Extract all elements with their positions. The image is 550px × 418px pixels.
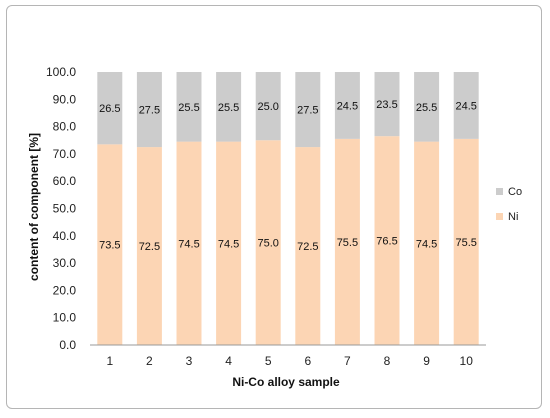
- x-tick-label: 5: [265, 354, 272, 368]
- data-label-co-10: 24.5: [455, 100, 476, 112]
- data-label-ni-6: 72.5: [297, 241, 318, 253]
- bar-ni-8: [374, 136, 400, 345]
- legend-label-co: Co: [508, 186, 522, 198]
- bar-ni-9: [414, 141, 440, 345]
- bar-ni-10: [453, 138, 479, 345]
- y-tick-label: 80.0: [53, 120, 77, 134]
- y-tick-label: 0.0: [59, 338, 76, 352]
- data-label-co-2: 27.5: [139, 105, 160, 117]
- x-tick-label: 10: [460, 354, 474, 368]
- bar-co-3: [176, 72, 202, 142]
- bar-ni-2: [136, 147, 162, 345]
- x-tick-label: 7: [344, 354, 351, 368]
- y-tick-label: 10.0: [53, 311, 77, 325]
- data-label-co-6: 27.5: [297, 105, 318, 117]
- bar-ni-7: [334, 138, 360, 345]
- data-label-ni-4: 74.5: [218, 238, 239, 250]
- y-tick-label: 50.0: [53, 202, 77, 216]
- x-tick-label: 9: [423, 354, 430, 368]
- data-label-ni-8: 76.5: [376, 236, 397, 248]
- bar-co-9: [414, 72, 440, 142]
- bar-ni-3: [176, 141, 202, 345]
- data-label-co-4: 25.5: [218, 102, 239, 114]
- data-label-ni-1: 73.5: [99, 240, 120, 252]
- bar-co-10: [453, 72, 479, 139]
- x-tick-label: 3: [186, 354, 193, 368]
- y-tick-label: 40.0: [53, 229, 77, 243]
- x-tick-label: 8: [384, 354, 391, 368]
- legend-swatch-co: [496, 188, 503, 195]
- y-axis-title: content of component [%]: [27, 133, 41, 281]
- bar-co-8: [374, 72, 400, 137]
- bars-layer: 73.5 26.5 72.5 27.5 74.5 25.5 74.5 25.5 75.0 25.0…: [97, 72, 479, 345]
- bar-ni-6: [295, 147, 321, 345]
- y-tick-label: 100.0: [46, 65, 76, 79]
- data-label-ni-3: 74.5: [178, 238, 199, 250]
- data-label-ni-10: 75.5: [455, 237, 476, 249]
- bar-co-2: [136, 72, 162, 148]
- data-label-ni-9: 74.5: [416, 238, 437, 250]
- y-tick-label: 60.0: [53, 174, 77, 188]
- data-label-co-7: 24.5: [337, 100, 358, 112]
- y-axis: 0.0 10.0 20.0 30.0 40.0 50.0 60.0 70.0 80.0 90.0 1…: [46, 65, 76, 352]
- bar-co-1: [97, 72, 123, 145]
- bar-co-5: [255, 72, 281, 141]
- x-tick-label: 1: [106, 354, 113, 368]
- x-axis: 1 2 3 4 5 6 7 8 9 10: [90, 344, 486, 368]
- x-tick-label: 4: [225, 354, 232, 368]
- data-label-co-9: 25.5: [416, 102, 437, 114]
- bar-ni-5: [255, 140, 281, 345]
- data-label-ni-5: 75.0: [257, 238, 278, 250]
- data-label-co-3: 25.5: [178, 102, 199, 114]
- bar-co-6: [295, 72, 321, 148]
- legend: Co Ni: [496, 186, 522, 223]
- data-label-co-8: 23.5: [376, 99, 397, 111]
- bar-co-7: [334, 72, 360, 139]
- data-label-co-5: 25.0: [257, 101, 278, 113]
- data-label-ni-2: 72.5: [139, 241, 160, 253]
- x-axis-title: Ni-Co alloy sample: [232, 375, 340, 389]
- bar-ni-1: [97, 144, 123, 345]
- y-tick-label: 30.0: [53, 256, 77, 270]
- bar-ni-4: [216, 141, 242, 345]
- x-tick-label: 6: [304, 354, 311, 368]
- bar-co-4: [216, 72, 242, 142]
- data-label-ni-7: 75.5: [337, 237, 358, 249]
- y-tick-label: 90.0: [53, 92, 77, 106]
- x-tick-label: 2: [146, 354, 153, 368]
- data-label-co-1: 26.5: [99, 103, 120, 115]
- y-tick-label: 20.0: [53, 283, 77, 297]
- legend-label-ni: Ni: [508, 211, 518, 223]
- y-tick-label: 70.0: [53, 147, 77, 161]
- legend-swatch-ni: [496, 213, 503, 220]
